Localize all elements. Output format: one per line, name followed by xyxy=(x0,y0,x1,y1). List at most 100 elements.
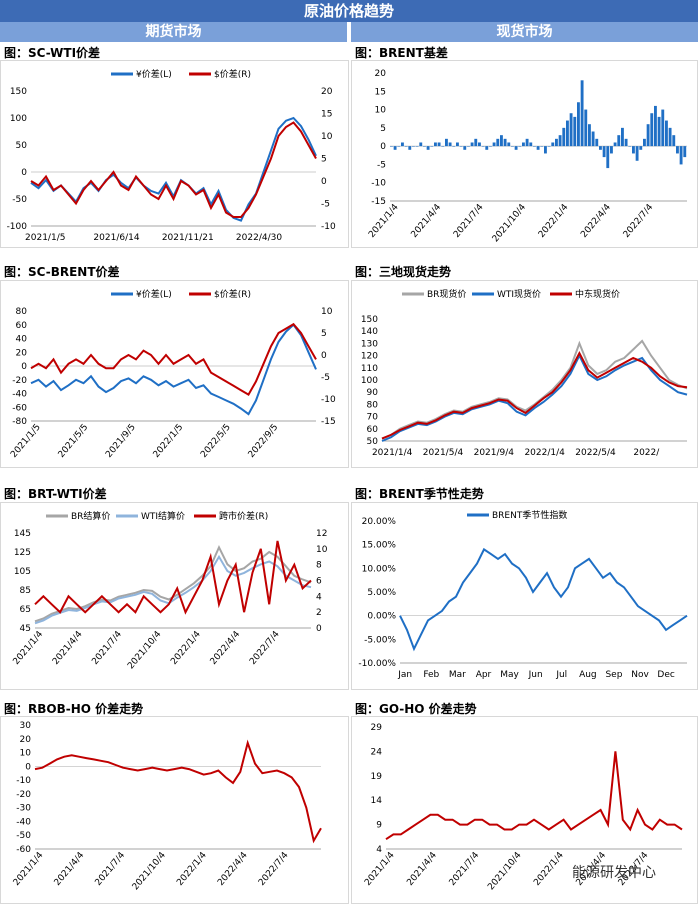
x-tick-label: 2022/7/4 xyxy=(248,629,282,667)
bar xyxy=(665,120,668,147)
x-tick-label: 2022/9/5 xyxy=(247,423,281,460)
bar xyxy=(679,146,683,165)
y-tick-label: 9 xyxy=(376,821,382,831)
chart-go-ho: 29 24 19 14 9 4 2021/1/4 2021/4/4 2021/7/4 2021/1… xyxy=(351,716,698,904)
y-tick-label: -60 xyxy=(16,845,31,855)
page-title: 原油价格趋势 xyxy=(0,0,698,22)
y2-tick-label: -5 xyxy=(321,200,330,210)
bar xyxy=(544,146,547,154)
bar xyxy=(562,127,566,147)
x-tick-label: 2021/9/5 xyxy=(104,423,138,460)
bar xyxy=(397,146,401,147)
y-tick-label: 80 xyxy=(16,307,28,317)
y2-tick-label: 8 xyxy=(316,561,322,571)
bar xyxy=(434,142,437,147)
x-tick-label: 2022/1/5 xyxy=(152,423,186,460)
bar xyxy=(393,146,397,150)
y-tick-label: 19 xyxy=(371,772,383,782)
bar xyxy=(492,142,496,147)
y-tick-label: 120 xyxy=(361,352,378,362)
y-tick-label: -20 xyxy=(16,790,31,800)
y-tick-label: 130 xyxy=(361,339,378,349)
legend-label: BR结算价 xyxy=(71,510,110,522)
legend-label: WTI现货价 xyxy=(497,288,541,300)
bar xyxy=(646,124,650,147)
x-tick-label: 2022/1/4 xyxy=(537,202,571,240)
y-tick-label: 50 xyxy=(16,141,28,151)
bar xyxy=(518,146,522,147)
chart-three-spot: 150 140 130 120 110 100 90 80 70 60 50 2021/1/4 2021… xyxy=(351,280,698,468)
y-tick-label: 90 xyxy=(367,388,379,398)
caption-brt-wti: 图：BRT-WTI价差 xyxy=(4,487,107,501)
y-tick-label: 5 xyxy=(380,124,386,134)
chart-brent-seasonal: 20.00% 15.00% 10.00% 5.00% 0.00% -5.00% -10.00… xyxy=(351,502,698,690)
y-tick-label: 85 xyxy=(20,586,31,596)
y-tick-label: 80 xyxy=(367,400,379,410)
y2-tick-label: 2 xyxy=(316,608,322,618)
series-line xyxy=(30,116,317,222)
legend-label: BRENT季节性指数 xyxy=(492,509,567,521)
y2-tick-label: 0 xyxy=(321,177,327,187)
x-tick-label: 2021/6/14 xyxy=(93,233,139,243)
y2-tick-label: 20 xyxy=(321,87,333,97)
y-tick-label: 24 xyxy=(371,747,383,757)
bar xyxy=(610,146,613,154)
bar xyxy=(511,146,514,147)
y-tick-label: -100 xyxy=(7,222,28,232)
y2-tick-label: -10 xyxy=(321,395,336,405)
bar xyxy=(474,138,478,147)
bar xyxy=(415,146,419,147)
bar xyxy=(643,138,646,147)
bar xyxy=(602,146,606,158)
legend-label: 跨市价差(R) xyxy=(219,510,268,522)
x-tick-label: Sep xyxy=(605,670,622,680)
y-tick-label: -10.00% xyxy=(358,659,396,669)
caption-sc-wti: 图：SC-WTI价差 xyxy=(4,46,101,60)
bar xyxy=(496,138,500,147)
x-tick-label: 2022/4/4 xyxy=(216,850,250,888)
y-tick-label: 29 xyxy=(371,723,383,733)
series-line xyxy=(381,351,688,440)
y-tick-label: 20 xyxy=(375,69,387,79)
y2-tick-label: 0 xyxy=(321,351,327,361)
bar xyxy=(654,105,657,147)
series-line xyxy=(34,540,312,615)
x-tick-label: Nov xyxy=(631,670,649,680)
bar xyxy=(650,113,654,147)
x-tick-label: 2021/11/21 xyxy=(162,233,214,243)
bar xyxy=(452,146,456,147)
bar xyxy=(676,146,679,154)
y-tick-label: -80 xyxy=(12,417,27,427)
y-tick-label: 0 xyxy=(21,362,27,372)
bar xyxy=(569,113,573,147)
y2-tick-label: 10 xyxy=(321,132,333,142)
legend-label: ¥价差(L) xyxy=(136,288,172,300)
y2-tick-label: 5 xyxy=(321,155,327,165)
y2-tick-label: 10 xyxy=(321,307,333,317)
bar xyxy=(591,131,595,147)
chart-rbob-ho: 30 20 10 0 -10 -20 -30 -40 -50 -60 2021/1/4 2021/4/… xyxy=(0,716,349,904)
bar xyxy=(668,127,672,147)
y-tick-label: 60 xyxy=(367,425,379,435)
bar xyxy=(423,146,426,147)
bar xyxy=(404,146,408,147)
bar xyxy=(657,116,661,147)
y-tick-label: -5.00% xyxy=(364,635,396,645)
x-tick-label: 2021/7/4 xyxy=(94,850,128,888)
y-tick-label: -10 xyxy=(16,776,31,786)
series-line xyxy=(30,323,317,416)
bar xyxy=(628,146,632,147)
y-tick-label: -5 xyxy=(377,160,386,170)
x-tick-label: 2022/5/5 xyxy=(199,423,233,460)
y-tick-label: 145 xyxy=(14,529,31,539)
x-tick-label: 2022/1/4 xyxy=(175,850,209,888)
y-tick-label: 20 xyxy=(16,348,28,358)
caption-sc-brent: 图：SC-BRENT价差 xyxy=(4,265,120,279)
bar xyxy=(635,146,639,161)
bar xyxy=(463,146,467,150)
x-tick-label: 2021/1/4 xyxy=(12,850,46,888)
bar xyxy=(470,142,474,147)
legend-label: 中东现货价 xyxy=(575,288,620,300)
watermark: 能源研发中心 xyxy=(572,865,656,881)
legend-label: $价差(R) xyxy=(214,68,251,80)
